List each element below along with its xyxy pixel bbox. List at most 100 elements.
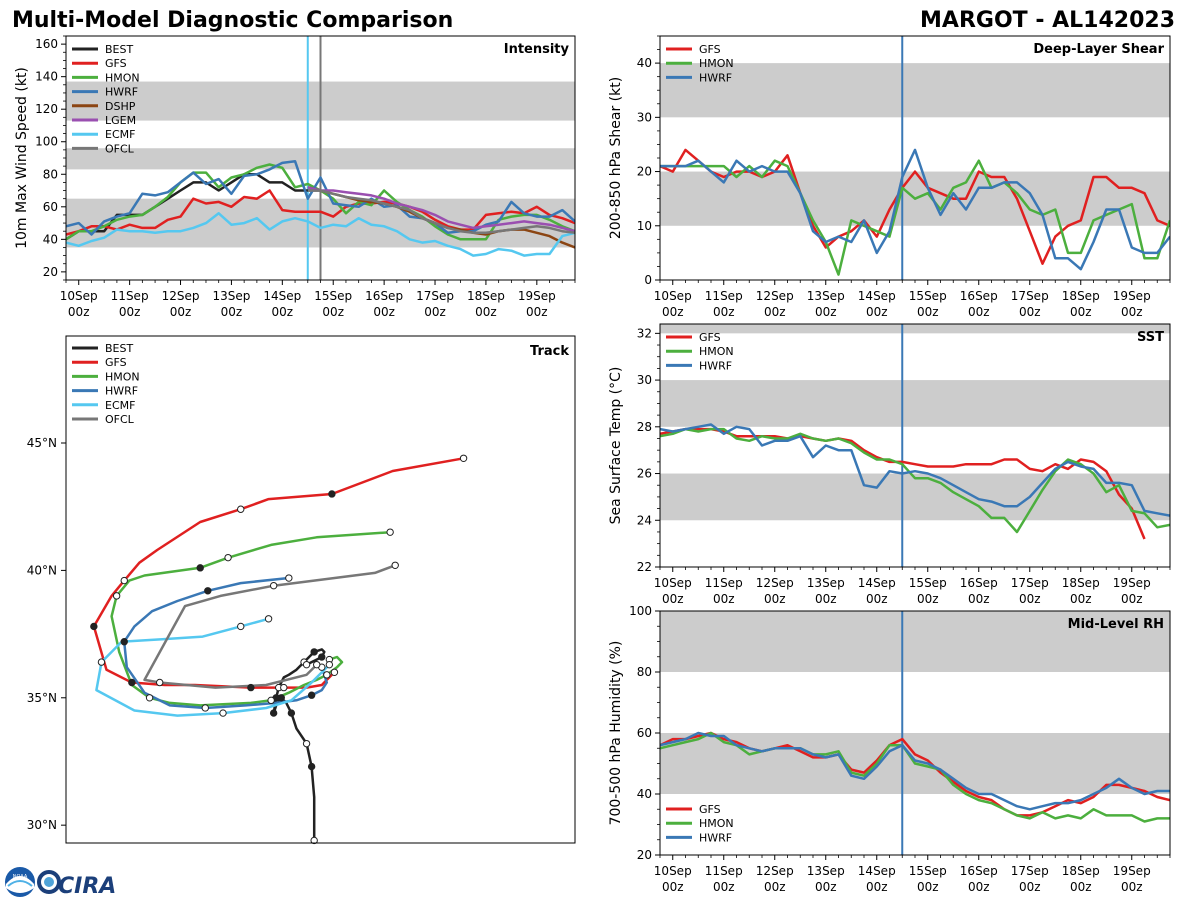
track-point-ecmf (219, 709, 227, 717)
track-point-best (302, 660, 311, 669)
shear-xtick-hour-label: 00z (866, 305, 888, 319)
rh-xtick-day-label: 17Sep (1011, 864, 1049, 878)
track-line-ecmf (95, 617, 331, 717)
sst-ytick-label: 26 (637, 467, 652, 481)
rh-ytick-label: 60 (637, 726, 652, 740)
intensity-xtick-hour-label: 00z (373, 305, 395, 319)
intensity-series-hwrf (66, 160, 575, 236)
rh-panel-title: Mid-Level RH (1068, 617, 1164, 632)
sst-shaded-band (660, 380, 1170, 427)
intensity-legend-label-dshp: DSHP (105, 100, 136, 113)
track-point-ecmf (97, 658, 106, 666)
intensity-panel-title: Intensity (504, 42, 570, 57)
rh-xtick-day-label: 11Sep (705, 864, 743, 878)
shear-xtick-hour-label: 00z (917, 305, 939, 319)
shear-xtick-hour-label: 00z (1121, 305, 1143, 319)
track-point-hwrf (120, 638, 128, 646)
track-legend-label-hmon: HMON (105, 370, 140, 383)
track-point-ecmf (264, 615, 273, 623)
track-point-ofcl (155, 678, 164, 687)
rh-panel: 20 40 60 80 100 10Sep 00z 11Sep 00z 12Sep 00z 13Sep… (608, 604, 1171, 894)
sst-xtick-day-label: 17Sep (1011, 576, 1049, 590)
shear-ytick-label: 30 (637, 110, 652, 124)
track-point-gfs (90, 622, 98, 631)
track-point-ofcl (391, 561, 399, 569)
sst-shaded-band (660, 324, 1170, 334)
shear-ytick-label: 20 (637, 165, 652, 179)
intensity-xtick-hour-label: 00z (526, 305, 548, 319)
intensity-ytick-label: 160 (35, 37, 58, 51)
intensity-ytick-label: 80 (43, 167, 58, 181)
track-point-hmon (112, 592, 121, 600)
intensity-xtick-hour-label: 00z (170, 305, 192, 319)
shear-ytick-label: 40 (637, 56, 652, 70)
noaa-logo-text: NOAA (13, 874, 28, 880)
intensity-xtick-hour-label: 00z (322, 305, 344, 319)
intensity-xtick-hour-label: 00z (424, 305, 446, 319)
rh-xtick-hour-label: 00z (1121, 880, 1143, 894)
intensity-series-ofcl (307, 189, 575, 235)
shear-xtick-hour-label: 00z (764, 305, 786, 319)
track-point-ecmf (325, 660, 334, 669)
intensity-panel: 20 40 60 80 100 120 140 160 10Sep 00z 11Sep 00z 12Se… (14, 35, 576, 319)
track-legend-label-gfs: GFS (105, 356, 127, 369)
track-point-hmon (224, 553, 232, 562)
shear-xtick-day-label: 16Sep (960, 289, 998, 303)
rh-ytick-label: 100 (629, 604, 652, 618)
intensity-xtick-hour-label: 00z (221, 305, 243, 319)
intensity-xtick-hour-label: 00z (475, 305, 497, 319)
sst-xtick-hour-label: 00z (1121, 592, 1143, 606)
intensity-ytick-label: 40 (43, 232, 58, 246)
rh-shaded-band (660, 611, 1170, 672)
shear-series-hwrf (660, 148, 1170, 271)
sst-xtick-hour-label: 00z (662, 592, 684, 606)
shear-xtick-day-label: 14Sep (858, 289, 896, 303)
shear-panel-title: Deep-Layer Shear (1033, 42, 1164, 57)
intensity-xtick-hour-label: 00z (68, 305, 90, 319)
rh-ytick-label: 40 (637, 787, 652, 801)
track-lat-label: 30°N (27, 818, 57, 832)
track-point-hmon (196, 564, 204, 572)
intensity-xtick-day-label: 12Sep (162, 289, 200, 303)
track-point-hwrf (201, 704, 209, 712)
track-point-hmon (386, 528, 394, 536)
sst-series-gfs (660, 427, 1146, 540)
shear-xtick-day-label: 15Sep (909, 289, 947, 303)
track-legend-label-ecmf: ECMF (105, 399, 135, 412)
rh-xtick-day-label: 14Sep (858, 864, 896, 878)
sst-ytick-label: 32 (637, 326, 652, 340)
track-point-best (269, 709, 278, 717)
rh-xtick-hour-label: 00z (815, 880, 837, 894)
intensity-legend-label-hmon: HMON (105, 71, 140, 84)
intensity-legend-label-ecmf: ECMF (105, 128, 135, 141)
sst-xtick-day-label: 11Sep (705, 576, 743, 590)
track-line-hmon (110, 530, 391, 707)
rh-xtick-hour-label: 00z (662, 880, 684, 894)
sst-plot-frame (659, 323, 1171, 568)
track-point-gfs (120, 576, 128, 585)
track-legend-label-hwrf: HWRF (105, 385, 138, 398)
shear-xtick-day-label: 18Sep (1062, 289, 1100, 303)
sst-panel-title: SST (1137, 330, 1164, 345)
shear-legend-label-hmon: HMON (699, 57, 734, 70)
sst-xtick-hour-label: 00z (917, 592, 939, 606)
intensity-xtick-day-label: 16Sep (365, 289, 403, 303)
rh-xtick-hour-label: 00z (764, 880, 786, 894)
shear-xtick-day-label: 17Sep (1011, 289, 1049, 303)
intensity-xtick-day-label: 19Sep (518, 289, 556, 303)
sst-xtick-hour-label: 00z (866, 592, 888, 606)
sst-ytick-label: 30 (637, 373, 652, 387)
track-point-best (310, 648, 318, 656)
intensity-legend-label-hwrf: HWRF (105, 86, 138, 99)
rh-xtick-day-label: 15Sep (909, 864, 947, 878)
track-point-hwrf (307, 691, 316, 699)
sst-xtick-hour-label: 00z (713, 592, 735, 606)
track-point-hwrf (285, 574, 293, 582)
sst-xtick-day-label: 14Sep (858, 576, 896, 590)
sst-ytick-label: 28 (637, 420, 652, 434)
rh-xtick-hour-label: 00z (1019, 880, 1041, 894)
figure-title: Multi-Model Diagnostic Comparison (12, 8, 453, 33)
shear-xtick-day-label: 12Sep (756, 289, 794, 303)
